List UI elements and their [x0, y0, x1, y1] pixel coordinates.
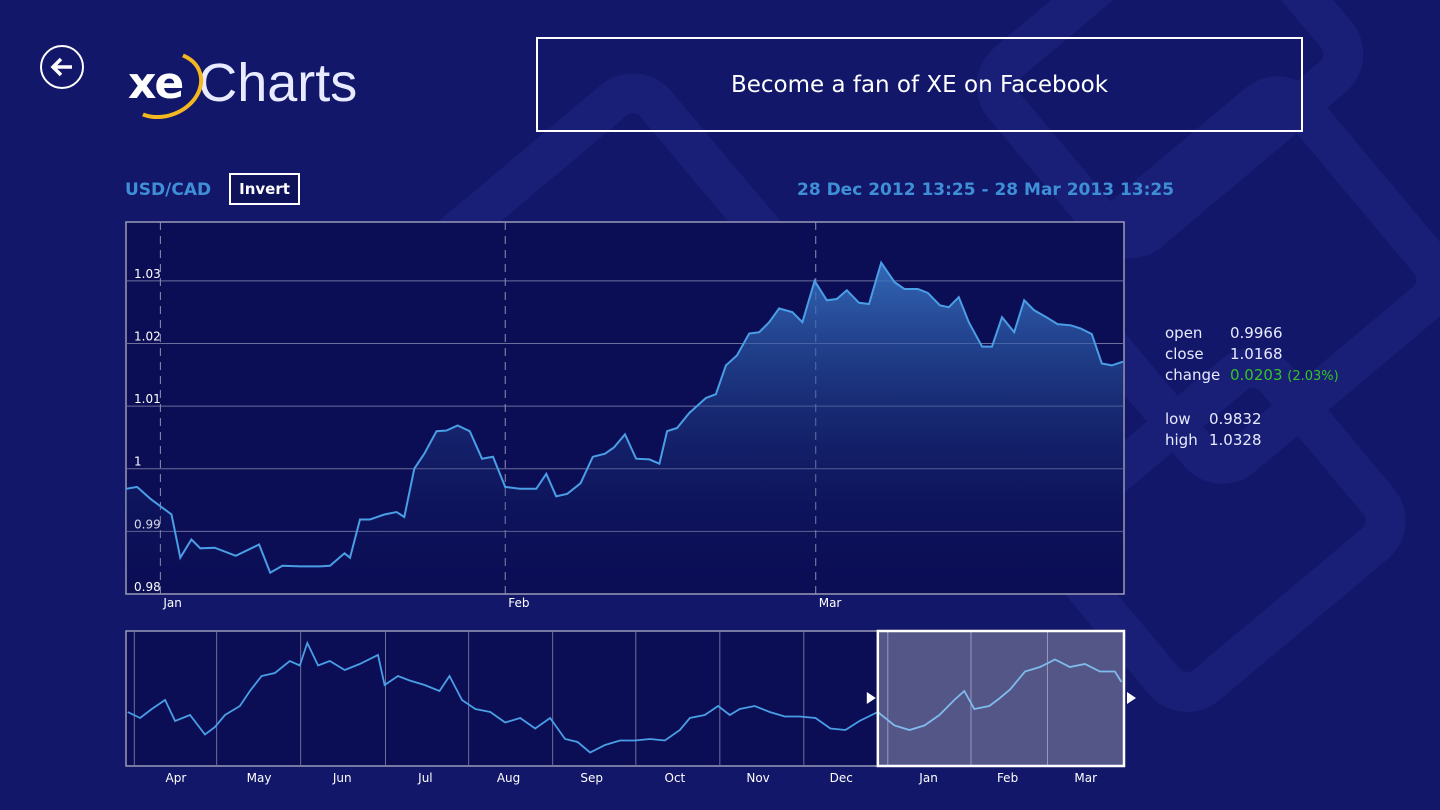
stats-panel: open 0.9966 close 1.0168 change 0.0203 (2.0… — [1165, 323, 1339, 451]
xe-logo-mark: xe — [113, 39, 213, 130]
low-label: low — [1165, 410, 1191, 428]
facebook-fan-banner[interactable]: Become a fan of XE on Facebook — [536, 37, 1303, 132]
x-tick-label: Feb — [508, 596, 529, 610]
back-button[interactable] — [40, 45, 84, 89]
low-value: 0.9832 — [1209, 410, 1262, 428]
app-logo: xe Charts — [113, 39, 358, 130]
date-range: 28 Dec 2012 13:25 - 28 Mar 2013 13:25 — [797, 180, 1175, 200]
close-label: close — [1165, 345, 1204, 363]
high-label: high — [1165, 431, 1198, 449]
logo-text: xe — [128, 57, 184, 109]
change-value: 0.0203 — [1230, 366, 1283, 384]
x-tick-label: Jan — [162, 596, 182, 610]
y-tick-label: 1 — [134, 455, 142, 469]
close-value: 1.0168 — [1230, 345, 1283, 363]
arrow-left-icon — [50, 57, 72, 77]
app-title: Charts — [198, 53, 358, 113]
y-tick-label: 1.03 — [134, 267, 161, 281]
invert-button[interactable]: Invert — [229, 173, 300, 205]
high-value: 1.0328 — [1209, 431, 1262, 449]
currency-pair[interactable]: USD/CAD — [125, 180, 212, 200]
y-tick-label: 1.01 — [134, 392, 161, 406]
x-tick-label: Mar — [819, 596, 842, 610]
area-fill — [126, 262, 1123, 594]
y-tick-label: 1.02 — [134, 329, 161, 343]
series-line — [125, 260, 1124, 575]
open-value: 0.9966 — [1230, 324, 1283, 342]
change-percent: (2.03%) — [1287, 369, 1339, 384]
open-label: open — [1165, 324, 1203, 342]
change-label: change — [1165, 366, 1221, 384]
